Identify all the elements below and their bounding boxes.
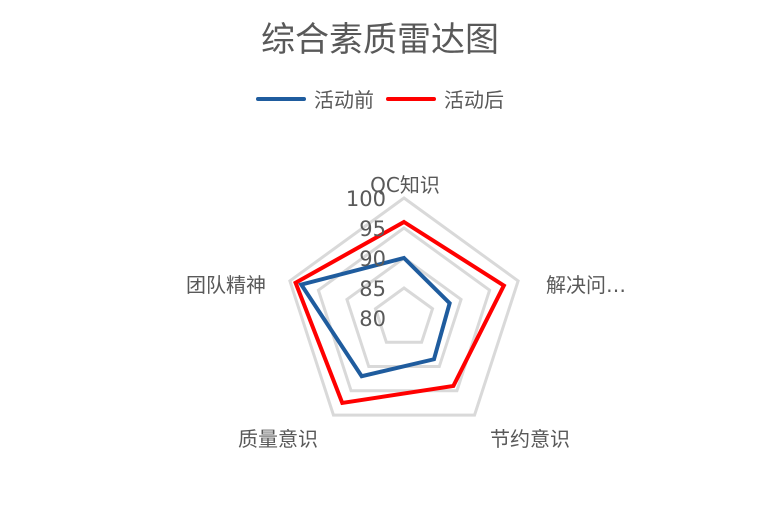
grid-ring [316,226,492,393]
axis-label: QC知识 [370,173,440,197]
grid-ring [373,286,435,344]
tick-label: 100 [346,187,386,211]
legend-swatch [256,96,306,101]
tick-label: 80 [359,307,386,331]
legend-label: 活动前 [314,88,374,112]
legend-item-after: 活动后 [386,84,504,113]
legend-swatch [386,96,436,101]
series-line-after [293,219,507,406]
axis-label: 团队精神 [186,273,266,297]
series-line-before [298,255,452,379]
tick-label: 95 [359,217,386,241]
axis-label: 解决问… [546,273,626,297]
axis-label: 质量意识 [238,427,318,451]
legend: 活动前 活动后 [0,84,760,113]
tick-label: 90 [359,247,386,271]
chart-title: 综合素质雷达图 [261,20,499,60]
grid-ring [288,196,520,417]
tick-label: 85 [359,277,386,301]
legend-label: 活动后 [444,88,504,112]
legend-item-before: 活动前 [256,84,374,113]
axis-label: 节约意识 [490,427,570,451]
